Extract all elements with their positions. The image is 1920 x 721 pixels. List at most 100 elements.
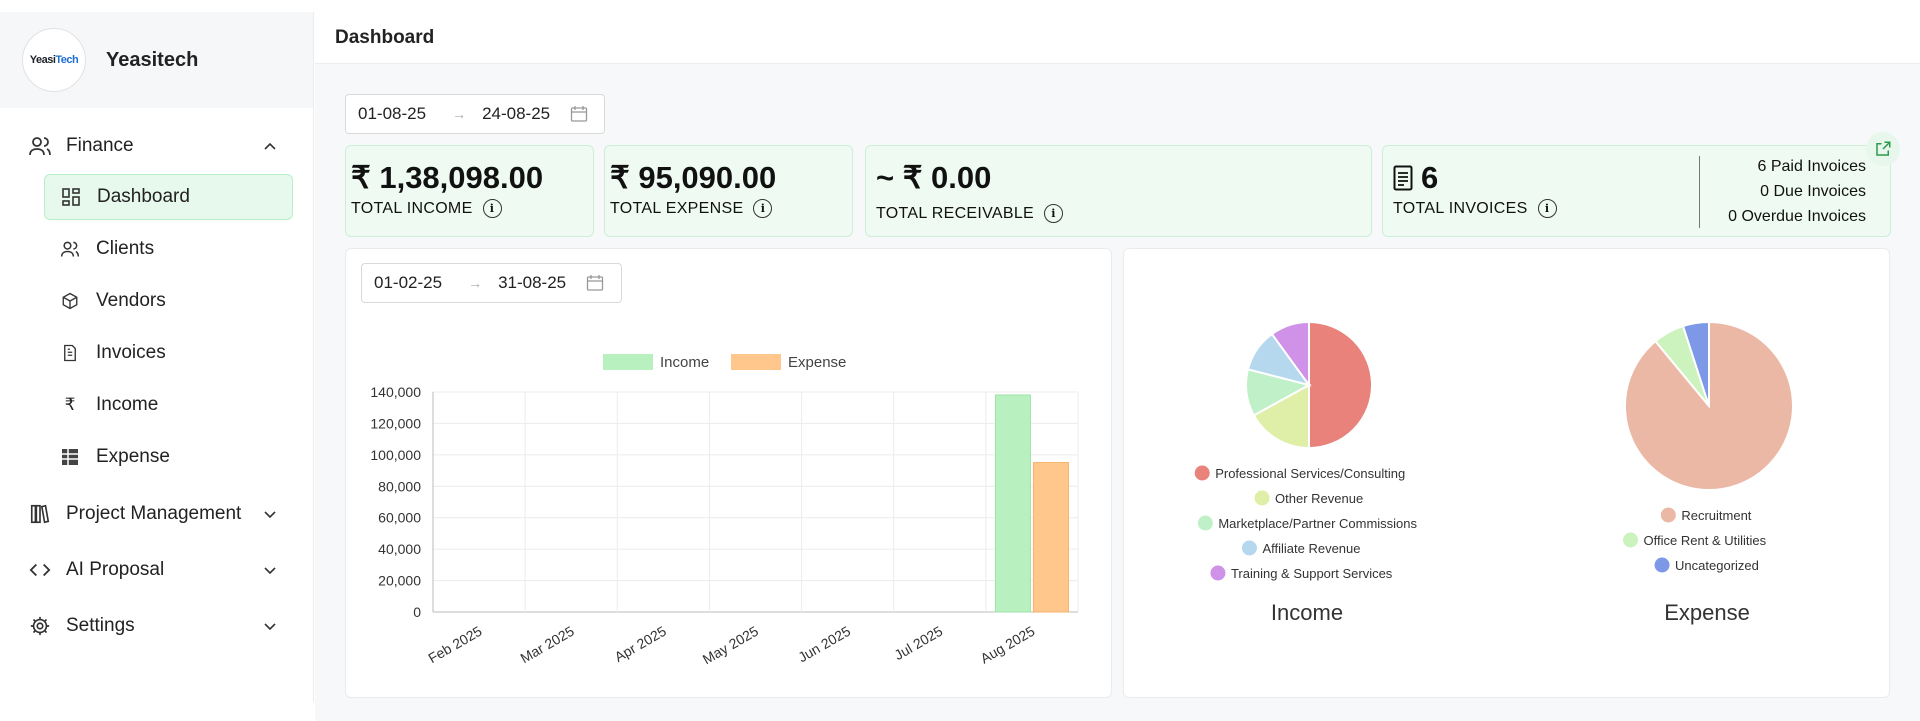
brand-logo[interactable]: Yeasi Tech xyxy=(22,28,86,92)
pie-slice xyxy=(1270,320,1310,389)
legend-label: Professional Services/Consulting xyxy=(1215,466,1405,481)
info-icon[interactable]: i xyxy=(482,199,502,218)
legend-dot xyxy=(1197,515,1213,531)
file-icon xyxy=(60,343,80,363)
x-tick-label: Jun 2025 xyxy=(795,623,853,666)
legend-label-expense: Expense xyxy=(788,354,846,371)
total-income-value: ₹ 1,38,098.00 xyxy=(351,160,544,195)
nav-project-management[interactable]: Project Management xyxy=(0,486,313,542)
info-icon[interactable]: i xyxy=(1044,204,1064,223)
box-icon xyxy=(60,291,80,311)
info-icon[interactable]: i xyxy=(1537,199,1557,218)
bar-chart: 0 20,000 40,000 60,000 80,000 100,000 120,000 1… xyxy=(370,354,1079,668)
total-receivable-value: ~ ₹ 0.00 xyxy=(876,160,992,195)
total-income-label-row: TOTAL INCOME i xyxy=(351,199,502,218)
y-tick-label: 100,000 xyxy=(370,447,421,463)
calendar-icon xyxy=(586,275,604,291)
total-invoices-value: 6 xyxy=(1421,160,1439,195)
total-expense-value: ₹ 95,090.00 xyxy=(610,160,777,195)
pie-slice xyxy=(1681,320,1710,407)
page-header: Dashboard xyxy=(315,12,1920,64)
sidebar-item-vendors[interactable]: Vendors xyxy=(44,278,293,324)
external-link-button[interactable] xyxy=(1866,132,1900,166)
legend-label: Uncategorized xyxy=(1675,558,1759,573)
x-tick-label: Apr 2025 xyxy=(612,623,669,665)
y-tick-label: 40,000 xyxy=(378,541,421,557)
bar-expense xyxy=(1032,462,1069,613)
chevron-down-icon xyxy=(264,623,276,631)
code-icon xyxy=(28,558,52,582)
y-tick-label: 120,000 xyxy=(370,415,421,431)
sidebar-item-expense[interactable]: Expense xyxy=(44,434,293,480)
total-expense-card: ₹ 95,090.00 TOTAL EXPENSE i xyxy=(604,145,853,237)
due-invoices: 0 Due Invoices xyxy=(1760,183,1866,200)
gear-icon xyxy=(28,614,52,638)
y-tick-label: 60,000 xyxy=(378,510,421,526)
nav-finance-label: Finance xyxy=(66,135,134,156)
chevron-down-icon xyxy=(264,567,276,575)
pie-title: Income xyxy=(1271,600,1343,625)
legend-label: Affiliate Revenue xyxy=(1262,541,1360,556)
sidebar-item-label: Expense xyxy=(96,446,170,467)
total-invoices-value-row: 6 xyxy=(1393,160,1438,196)
legend-swatch-expense xyxy=(731,354,781,370)
sidebar-item-income[interactable]: ₹ Income xyxy=(44,382,293,428)
total-invoices-card: 6 TOTAL INVOICES i 6 Paid Invoices 0 Due… xyxy=(1382,132,1900,237)
legend-dot xyxy=(1241,540,1257,556)
arrow-right-icon: → xyxy=(468,275,483,291)
users-icon xyxy=(60,239,80,259)
legend-dot xyxy=(1194,465,1210,481)
pie-title: Expense xyxy=(1664,600,1750,625)
income-expense-chart-panel: 01-02-25 → 31-08-25 0 20,000 40,000 60,000 8… xyxy=(345,248,1112,698)
arrow-right-icon: → xyxy=(452,106,467,122)
pie-charts: Professional Services/Consulting Other Re… xyxy=(1194,320,1794,625)
y-tick-label: 80,000 xyxy=(378,478,421,494)
total-expense-label: TOTAL EXPENSE xyxy=(610,199,744,217)
chart-date-range-picker[interactable]: 01-02-25 → 31-08-25 xyxy=(361,263,622,303)
users-icon xyxy=(28,134,52,158)
legend-dot xyxy=(1623,532,1639,548)
rupee-icon: ₹ xyxy=(64,395,76,414)
sidebar-item-clients[interactable]: Clients xyxy=(44,226,293,272)
total-income-card: ₹ 1,38,098.00 TOTAL INCOME i xyxy=(345,145,594,237)
nav-ai-proposal-label: AI Proposal xyxy=(66,559,165,580)
x-tick-label: Mar 2025 xyxy=(517,623,576,667)
sidebar-item-label: Dashboard xyxy=(97,186,190,207)
nav-settings[interactable]: Settings xyxy=(0,598,313,654)
date-to: 24-08-25 xyxy=(482,104,551,123)
document-icon xyxy=(1393,165,1413,191)
legend-dot xyxy=(1254,490,1270,506)
overdue-invoices: 0 Overdue Invoices xyxy=(1728,208,1866,225)
total-receivable-card: ~ ₹ 0.00 TOTAL RECEIVABLE i xyxy=(865,145,1372,237)
sidebar: Yeasi Tech Yeasitech Finance Dashboard Cl… xyxy=(0,12,314,702)
x-tick-label: Aug 2025 xyxy=(978,623,1038,667)
legend-label: Recruitment xyxy=(1681,508,1751,523)
logo-text-a: Yeasi xyxy=(29,54,56,66)
y-tick-label: 0 xyxy=(413,604,421,620)
top-date-range-picker[interactable]: 01-08-25 → 24-08-25 xyxy=(345,94,605,134)
legend-label: Office Rent & Utilities xyxy=(1644,533,1767,548)
total-income-label: TOTAL INCOME xyxy=(351,199,473,217)
library-icon xyxy=(28,502,52,526)
total-expense-label-row: TOTAL EXPENSE i xyxy=(610,199,773,218)
date-to: 31-08-25 xyxy=(498,273,567,292)
x-tick-label: Jul 2025 xyxy=(891,623,945,663)
legend-label: Training & Support Services xyxy=(1231,566,1393,581)
nav-project-management-label: Project Management xyxy=(66,503,242,524)
nav-finance[interactable]: Finance xyxy=(0,118,313,174)
legend-label: Other Revenue xyxy=(1275,491,1363,506)
sidebar-item-dashboard[interactable]: Dashboard xyxy=(44,174,293,220)
nav-ai-proposal[interactable]: AI Proposal xyxy=(0,542,313,598)
total-invoices-label-row: TOTAL INVOICES i xyxy=(1393,199,1557,218)
sidebar-item-invoices[interactable]: Invoices xyxy=(44,330,293,376)
sidebar-item-label: Vendors xyxy=(96,290,166,311)
page-title: Dashboard xyxy=(335,26,435,48)
x-tick-label: May 2025 xyxy=(700,623,761,668)
chevron-down-icon xyxy=(264,511,276,519)
pie-slice xyxy=(1308,320,1373,450)
invoice-breakdown: 6 Paid Invoices 0 Due Invoices 0 Overdue… xyxy=(1728,154,1866,229)
total-invoices-label: TOTAL INVOICES xyxy=(1393,199,1528,217)
sidebar-item-label: Clients xyxy=(96,238,155,259)
info-icon[interactable]: i xyxy=(753,199,773,218)
grid-icon xyxy=(61,187,81,207)
